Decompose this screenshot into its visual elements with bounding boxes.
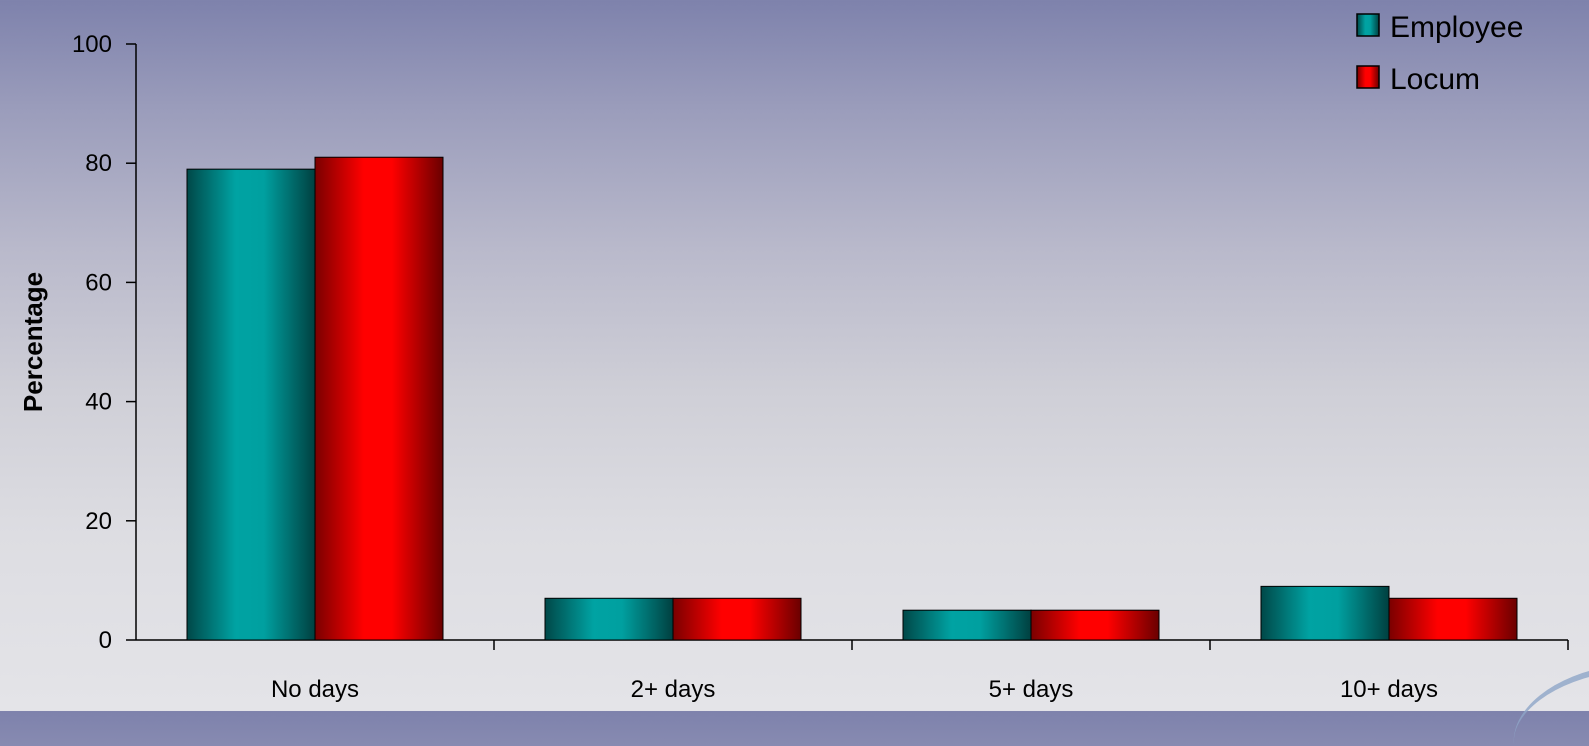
bar-employee-3 [1260,585,1390,641]
bar-chart: Percentage 0 20 40 60 80 100 No days 2+ days 5+ … [18,11,1569,703]
bar-locum-0 [314,156,444,641]
x-tick-label: 5+ days [989,676,1074,703]
bar-locum-1 [672,597,802,641]
bar-locum-2 [1030,609,1160,641]
bar-employee-1 [544,597,674,641]
y-tick-label: 100 [72,31,112,58]
y-tick-label: 0 [99,627,112,654]
y-tick-label: 60 [85,269,112,296]
plot-area: 0 20 40 60 80 100 No days 2+ days 5+ days 10+ day… [72,31,1569,703]
legend: Employee Locum [1356,11,1523,96]
y-tick-label: 80 [85,150,112,177]
bar-employee-0 [186,168,316,641]
legend-swatch-locum [1356,65,1380,89]
legend-label-locum: Locum [1390,63,1480,96]
y-axis-title: Percentage [18,272,48,412]
x-tick-label: 2+ days [631,676,716,703]
x-tick-label: No days [271,676,359,703]
bar-employee-2 [902,609,1032,641]
x-tick-label: 10+ days [1340,676,1438,703]
y-tick-label: 40 [85,389,112,416]
legend-swatch-employee [1356,13,1380,37]
bar-locum-3 [1388,597,1518,641]
y-tick-label: 20 [85,508,112,535]
legend-label-employee: Employee [1390,11,1523,44]
